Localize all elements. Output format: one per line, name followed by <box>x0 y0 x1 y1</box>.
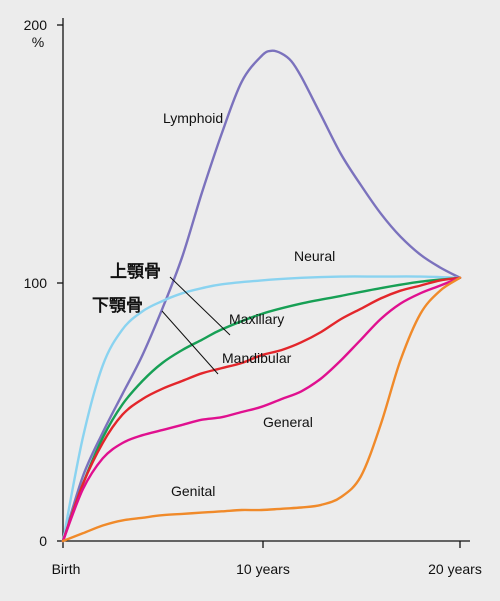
maxillary-label: Maxillary <box>229 311 284 327</box>
lymphoid-label: Lymphoid <box>163 110 223 126</box>
y-tick-label-100: 100 <box>24 275 48 291</box>
series-line-general <box>61 276 462 543</box>
mandibular-label: Mandibular <box>222 350 292 366</box>
maxillary-leader-line <box>169 276 231 336</box>
neural-label: Neural <box>294 248 335 264</box>
series-line-maxillary <box>61 276 462 543</box>
series-line-genital <box>61 276 462 543</box>
general-label: General <box>263 414 313 430</box>
series-line-lymphoid <box>61 49 462 543</box>
maxilla-jp-label: 上顎骨 <box>110 262 161 281</box>
series-layer <box>61 49 462 543</box>
x-tick-label-10-years: 10 years <box>236 561 290 577</box>
x-tick-label-20-years: 20 years <box>428 561 482 577</box>
y-tick-label-200: 200 <box>24 17 48 33</box>
genital-label: Genital <box>171 483 215 499</box>
mandibular-leader-line <box>161 310 219 375</box>
x-tick-label-birth: Birth <box>52 561 81 577</box>
y-axis-unit: % <box>32 34 44 50</box>
series-line-neural <box>61 275 462 543</box>
series-line-mandibular <box>61 276 462 543</box>
mandible-jp-label: 下顎骨 <box>92 296 143 315</box>
y-tick-label-0: 0 <box>39 533 47 549</box>
